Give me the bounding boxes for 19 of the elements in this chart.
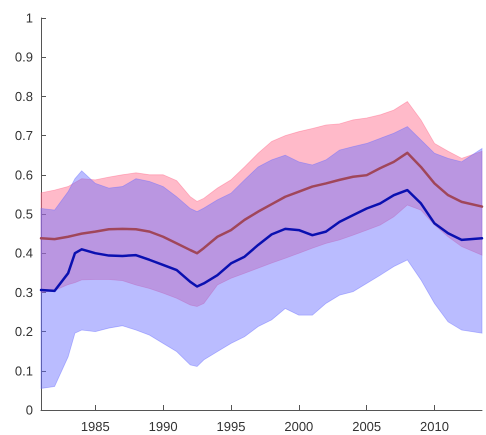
line-series <box>40 152 484 254</box>
x-tick-label: 2000 <box>284 419 314 434</box>
line-series <box>40 188 484 292</box>
y-tick-label: 0.6 <box>14 167 33 182</box>
y-tick-label: 0.9 <box>14 50 33 65</box>
y-tick-label: 0.2 <box>14 324 33 340</box>
x-tick-label: 1985 <box>80 419 110 434</box>
y-tick-label: 0.1 <box>14 363 33 378</box>
x-tick-label: 1990 <box>148 419 178 434</box>
x-tick-label: 2010 <box>420 419 449 434</box>
y-tick-label: 0.8 <box>14 88 33 104</box>
y-tick-label: 1 <box>26 10 33 26</box>
y-tick-label: 0 <box>26 402 33 418</box>
y-tick-label: 0.7 <box>14 128 33 144</box>
y-tick-label: 0.3 <box>14 284 33 300</box>
x-tick-label: 1995 <box>216 419 246 434</box>
y-tick-label: 0.5 <box>14 206 33 222</box>
x-tick-label: 2005 <box>352 419 382 434</box>
y-tick-label: 0.4 <box>14 246 33 261</box>
